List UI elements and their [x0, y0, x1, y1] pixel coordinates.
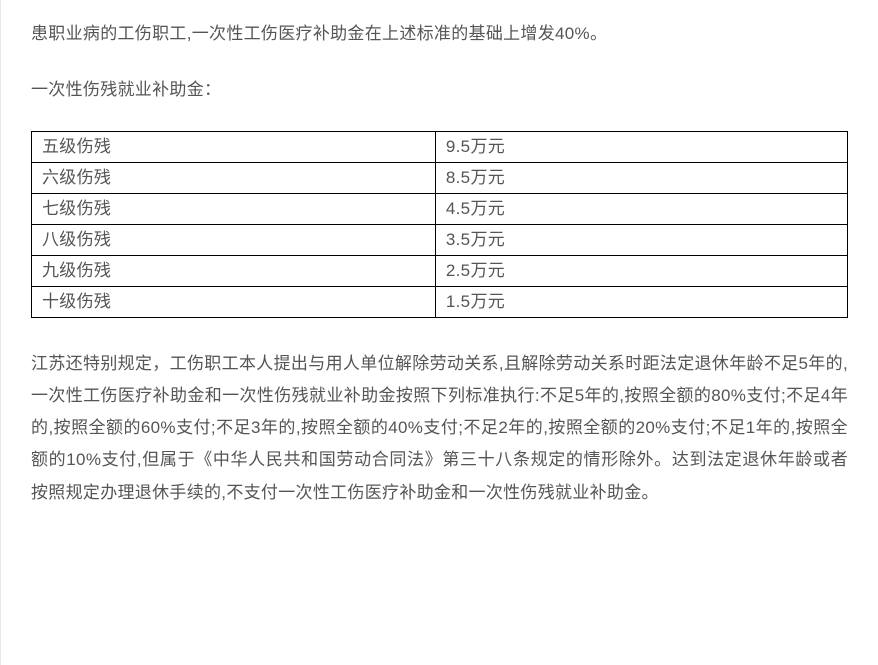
subsidy-amount-cell: 8.5万元	[435, 162, 847, 193]
disability-level-cell: 七级伤残	[32, 193, 436, 224]
disability-level-cell: 十级伤残	[32, 286, 436, 317]
disability-subsidy-table: 五级伤残 9.5万元 六级伤残 8.5万元 七级伤残 4.5万元 八级伤残 3.…	[31, 131, 848, 318]
table-row: 八级伤残 3.5万元	[32, 224, 848, 255]
paragraph-occupational-disease: 患职业病的工伤职工,一次性工伤医疗补助金在上述标准的基础上增发40%。	[31, 18, 848, 50]
subsidy-amount-cell: 2.5万元	[435, 255, 847, 286]
subsidy-amount-cell: 1.5万元	[435, 286, 847, 317]
subsidy-amount-cell: 4.5万元	[435, 193, 847, 224]
subsidy-amount-cell: 9.5万元	[435, 131, 847, 162]
table-row: 六级伤残 8.5万元	[32, 162, 848, 193]
subsidy-amount-cell: 3.5万元	[435, 224, 847, 255]
paragraph-subsidy-heading: 一次性伤残就业补助金：	[31, 74, 848, 106]
disability-level-cell: 五级伤残	[32, 131, 436, 162]
table-row: 九级伤残 2.5万元	[32, 255, 848, 286]
disability-level-cell: 六级伤残	[32, 162, 436, 193]
disability-level-cell: 八级伤残	[32, 224, 436, 255]
table-row: 五级伤残 9.5万元	[32, 131, 848, 162]
paragraph-jiangsu-special-rule: 江苏还特别规定，工伤职工本人提出与用人单位解除劳动关系,且解除劳动关系时距法定退…	[31, 348, 848, 509]
table-row: 十级伤残 1.5万元	[32, 286, 848, 317]
table-row: 七级伤残 4.5万元	[32, 193, 848, 224]
disability-level-cell: 九级伤残	[32, 255, 436, 286]
